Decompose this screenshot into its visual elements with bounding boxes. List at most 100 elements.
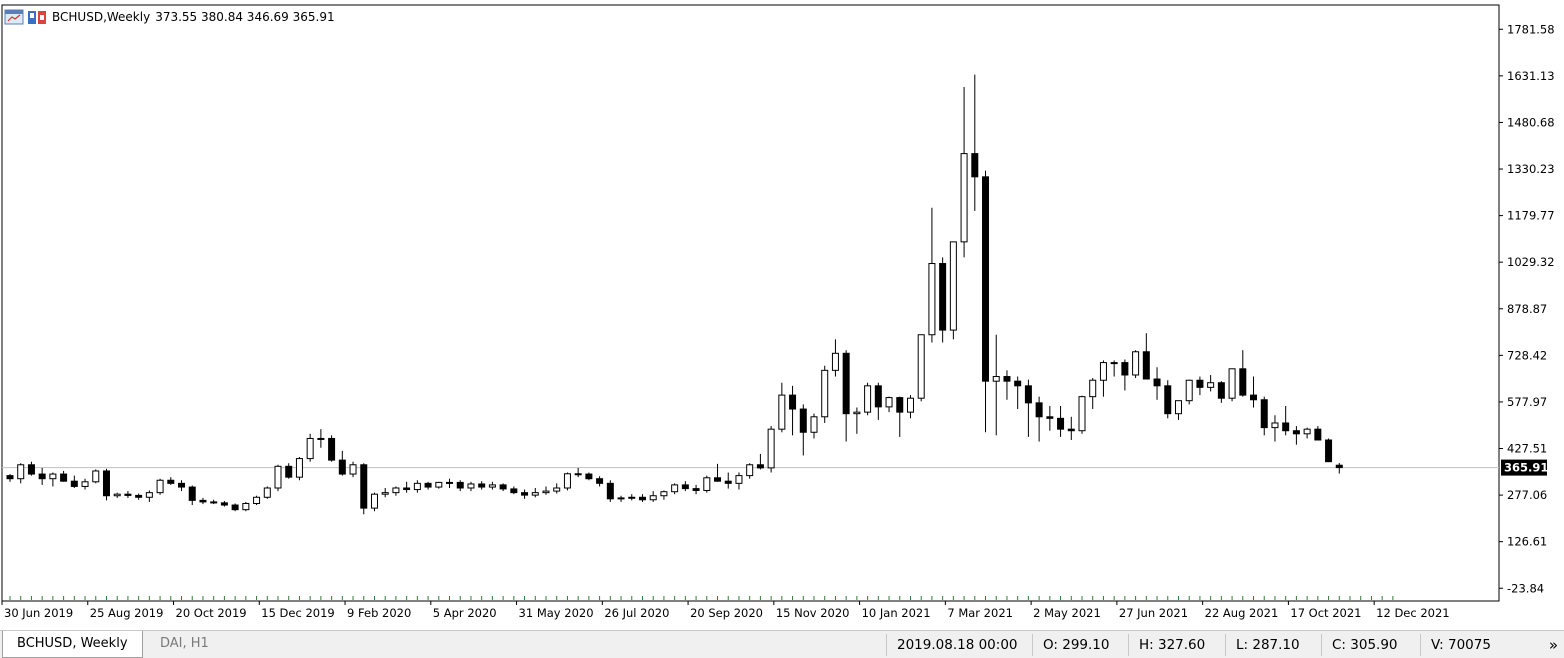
candle-body — [703, 477, 711, 491]
candle-body — [413, 482, 421, 491]
y-tick-label: 1029.32 — [1507, 255, 1555, 269]
status-bar: BCHUSD, Weekly DAI, H1 2019.08.18 00:00 … — [0, 630, 1564, 658]
candle-body — [499, 484, 507, 490]
candle-body — [199, 499, 207, 503]
candle-body — [1325, 439, 1333, 463]
candle-body — [638, 496, 646, 501]
candle-body — [178, 482, 186, 488]
y-tick-label: 577.97 — [1507, 395, 1547, 409]
candle-body — [1228, 368, 1236, 399]
candle-body — [724, 480, 732, 484]
candle-body — [27, 464, 35, 475]
candle-body — [542, 490, 550, 494]
candle-body — [274, 465, 282, 489]
candle-body — [510, 488, 518, 494]
candle-body — [853, 411, 861, 415]
x-tick-label: 26 Jul 2020 — [604, 606, 669, 620]
candle-body — [467, 483, 475, 489]
x-tick-label: 9 Feb 2020 — [347, 606, 411, 620]
candle-body — [285, 465, 293, 478]
candle-body — [896, 397, 904, 413]
candle-body — [971, 153, 979, 178]
x-tick-label: 20 Oct 2019 — [176, 606, 247, 620]
candle-body — [242, 502, 250, 511]
y-tick-label: 427.51 — [1507, 442, 1547, 456]
candle-body — [424, 482, 432, 488]
candle-body — [188, 486, 196, 501]
candle-body — [1207, 382, 1215, 388]
candle-body — [306, 437, 314, 460]
candle-body — [885, 397, 893, 408]
candle-body — [456, 481, 464, 489]
candle-body — [756, 464, 764, 469]
candle-body — [1196, 379, 1204, 388]
y-tick-label: 1179.77 — [1507, 209, 1555, 223]
price-chart[interactable]: 1781.58 1631.13 1480.68 1330.23 1179.77 1029.… — [0, 0, 1564, 630]
candle-body — [60, 473, 68, 482]
candle-body — [1099, 362, 1107, 381]
y-tick-label: 1631.13 — [1507, 69, 1555, 83]
candle-body — [1003, 376, 1011, 382]
y-tick-label: 126.61 — [1507, 535, 1547, 549]
chart-window-icon[interactable] — [4, 9, 24, 25]
candle-body — [381, 492, 389, 495]
y-tick-label: 728.42 — [1507, 348, 1547, 362]
more-chevron-icon[interactable]: » — [1548, 636, 1558, 654]
candle-body — [574, 473, 582, 476]
x-tick-label: 30 Jun 2019 — [4, 606, 73, 620]
y-tick-label: -23.84 — [1507, 581, 1544, 595]
candle-body — [746, 464, 754, 477]
candle-body — [167, 479, 175, 484]
candle-body — [38, 473, 46, 480]
candle-body — [70, 480, 78, 487]
candle-body — [1132, 351, 1140, 376]
tab-bchusd-weekly[interactable]: BCHUSD, Weekly — [2, 631, 143, 658]
candle-body — [596, 478, 604, 484]
candle-body — [992, 376, 1000, 382]
open-readout: O: 299.10 — [1032, 634, 1109, 656]
candle-body — [1142, 351, 1150, 380]
low-readout: L: 287.10 — [1225, 634, 1300, 656]
candle-body — [1314, 428, 1322, 441]
candle-body — [156, 479, 164, 494]
candle-body — [1282, 422, 1290, 432]
candle-body — [1089, 379, 1097, 398]
candle-body — [821, 369, 829, 418]
x-tick-label: 7 Mar 2021 — [947, 606, 1013, 620]
candle-body — [917, 334, 925, 399]
candle-body — [1335, 464, 1343, 469]
candle-body — [317, 437, 325, 440]
candle-body — [606, 482, 614, 500]
y-tick-label: 1781.58 — [1507, 22, 1555, 36]
x-tick-label: 10 Jan 2021 — [862, 606, 931, 620]
datetime-readout: 2019.08.18 00:00 — [886, 634, 1018, 656]
candle-body — [982, 176, 990, 382]
tab-dai-h1[interactable]: DAI, H1 — [160, 636, 209, 651]
candle-body — [1174, 400, 1182, 415]
y-tick-label: 1480.68 — [1507, 115, 1555, 129]
candle-body — [338, 459, 346, 475]
candle-body — [210, 501, 218, 504]
chart-type-icon[interactable] — [27, 9, 47, 25]
candle-body — [617, 497, 625, 500]
candle-body — [842, 352, 850, 415]
candle-body — [799, 408, 807, 433]
candle-body — [328, 437, 336, 461]
x-tick-label: 2 May 2021 — [1033, 606, 1101, 620]
candle-body — [92, 470, 100, 483]
candle-body — [585, 473, 593, 480]
candle-body — [403, 487, 411, 491]
candle-body — [435, 481, 443, 488]
candle-body — [370, 493, 378, 509]
candle-body — [113, 493, 121, 497]
candle-body — [478, 483, 486, 488]
candle-body — [1046, 416, 1054, 419]
candle-body — [681, 484, 689, 490]
chart-window[interactable]: 1781.58 1631.13 1480.68 1330.23 1179.77 1029.… — [0, 0, 1564, 630]
y-tick-label: 277.06 — [1507, 488, 1547, 502]
candle-body — [1185, 379, 1193, 402]
x-tick-label: 20 Sep 2020 — [690, 606, 763, 620]
candle-body — [1035, 402, 1043, 418]
x-tick-label: 25 Aug 2019 — [90, 606, 164, 620]
x-tick-label: 17 Oct 2021 — [1290, 606, 1361, 620]
